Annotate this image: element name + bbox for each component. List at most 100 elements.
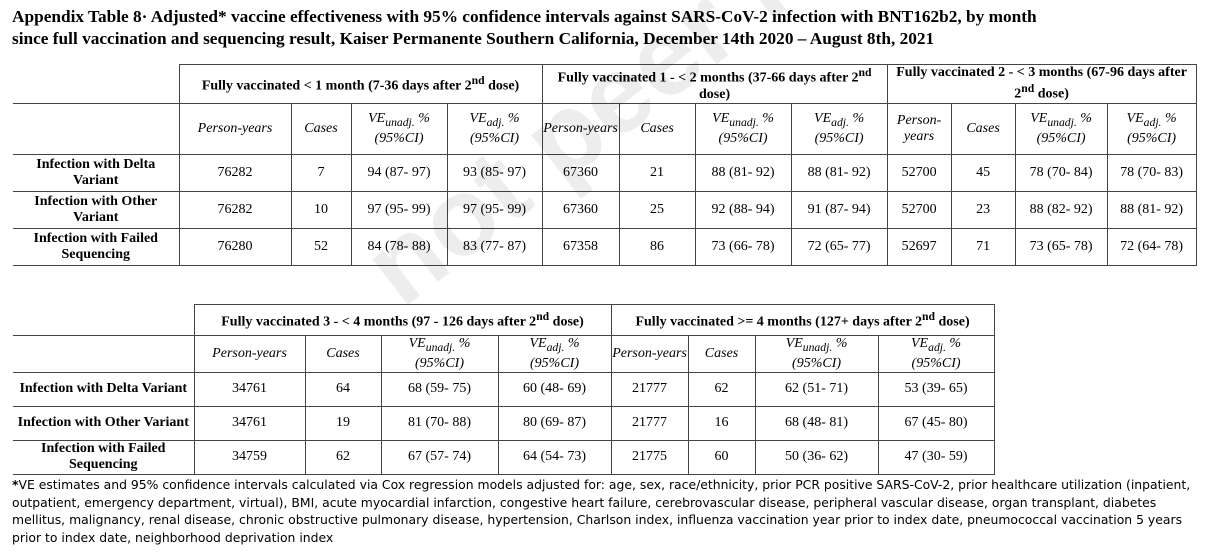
group-header-row: Fully vaccinated < 1 month (7-36 days af… — [13, 64, 1197, 104]
group-header: Fully vaccinated 2 - < 3 months (67-96 d… — [886, 64, 1197, 104]
table-cell: 72 (64- 78) — [1106, 227, 1197, 266]
group-header: Fully vaccinated < 1 month (7-36 days af… — [178, 64, 543, 104]
ve-label: VE — [712, 110, 730, 126]
table-cell: 67360 — [541, 153, 620, 192]
table-cell: 92 (88- 94) — [694, 190, 792, 229]
empty-corner-cell — [13, 304, 195, 336]
table-cell: 62 — [304, 439, 382, 475]
ve-label: VE — [529, 336, 547, 351]
table-cell: 62 (51- 71) — [754, 371, 879, 407]
group-header: Fully vaccinated >= 4 months (127+ days … — [610, 304, 995, 336]
cases-header: Cases — [304, 335, 382, 373]
ve-label: VE — [785, 336, 803, 351]
percent-label: % — [852, 110, 865, 126]
row-label: Infection with Other Variant — [13, 190, 180, 229]
table-cell: 60 (48- 69) — [497, 371, 612, 407]
table-cell: 71 — [950, 227, 1016, 266]
table-cell: 88 (81- 92) — [694, 153, 792, 192]
ci-label: (95%CI) — [1127, 130, 1177, 146]
table-cell: 88 (82- 92) — [1014, 190, 1108, 229]
ve-unadj-header: VEunadj. % (95%CI) — [350, 102, 448, 155]
table-cell: 67 (57- 74) — [380, 439, 499, 475]
table-cell: 97 (95- 99) — [446, 190, 543, 229]
table-cell: 52700 — [886, 190, 952, 229]
table-cell: 10 — [290, 190, 352, 229]
ve-label: VE — [408, 336, 426, 351]
percent-label: % — [1080, 110, 1092, 126]
person-years-header: Person-years — [541, 102, 620, 155]
table-row: Infection with Other Variant 34761 19 81 (7… — [13, 405, 995, 441]
cases-header: Cases — [687, 335, 756, 373]
cases-header: Cases — [950, 102, 1016, 155]
row-label: Infection with Delta Variant — [13, 153, 180, 192]
table-cell: 34761 — [193, 371, 306, 407]
ve-label: VE — [368, 110, 386, 126]
ve-unadj-subscript: unadj. — [802, 340, 833, 354]
row-label: Infection with Failed Sequencing — [13, 227, 180, 266]
table-cell: 21775 — [610, 439, 689, 475]
table-cell: 91 (87- 94) — [790, 190, 888, 229]
table-cell: 60 — [687, 439, 756, 475]
empty-label-header — [13, 335, 195, 373]
ci-label: (95%CI) — [530, 355, 580, 371]
table-cell: 94 (87- 97) — [350, 153, 448, 192]
table-cell: 67360 — [541, 190, 620, 229]
title-line-2: since full vaccination and sequencing re… — [12, 29, 935, 48]
person-years-header: Person-years — [610, 335, 689, 373]
footnote-text: VE estimates and 95% confidence interval… — [12, 477, 1191, 545]
table-cell: 21777 — [610, 371, 689, 407]
table-cell: 78 (70- 84) — [1014, 153, 1108, 192]
table-cell: 72 (65- 77) — [790, 227, 888, 266]
table-row: Infection with Other Variant 76282 10 97 (9… — [13, 190, 1197, 229]
percent-label: % — [762, 110, 774, 126]
table-cell: 45 — [950, 153, 1016, 192]
group-header: Fully vaccinated 1 - < 2 months (37-66 d… — [541, 64, 888, 104]
table-cell: 86 — [618, 227, 696, 266]
appendix-table-part-2: Fully vaccinated 3 - < 4 months (97 - 12… — [13, 304, 995, 475]
table-cell: 76282 — [178, 190, 292, 229]
table-cell: 93 (85- 97) — [446, 153, 543, 192]
ve-unadj-subscript: unadj. — [1047, 115, 1077, 129]
table-cell: 16 — [687, 405, 756, 441]
table-cell: 78 (70- 83) — [1106, 153, 1197, 192]
ve-label: VE — [1030, 110, 1048, 126]
person-years-header: Person-years — [886, 102, 952, 155]
ve-adj-header: VEadj. % (95%CI) — [790, 102, 888, 155]
ve-adj-header: VEadj. % (95%CI) — [497, 335, 612, 373]
person-years-header: Person-years — [178, 102, 292, 155]
column-header-row: Person-years Cases VEunadj. % (95%CI) VEadj.… — [13, 335, 995, 373]
table-cell: 68 (59- 75) — [380, 371, 499, 407]
person-years-header: Person-years — [193, 335, 306, 373]
percent-label: % — [835, 336, 848, 351]
table-cell: 73 (65- 78) — [1014, 227, 1108, 266]
table-cell: 83 (77- 87) — [446, 227, 543, 266]
table-cell: 68 (48- 81) — [754, 405, 879, 441]
percent-label: % — [507, 110, 520, 126]
table-cell: 73 (66- 78) — [694, 227, 792, 266]
table-cell: 23 — [950, 190, 1016, 229]
percent-label: % — [418, 110, 430, 126]
table-cell: 21 — [618, 153, 696, 192]
table-cell: 64 — [304, 371, 382, 407]
ci-label: (95%CI) — [792, 355, 842, 371]
ve-unadj-header: VEunadj. % (95%CI) — [380, 335, 499, 373]
ci-label: (95%CI) — [470, 130, 520, 146]
ci-label: (95%CI) — [814, 130, 864, 146]
cases-header: Cases — [290, 102, 352, 155]
table-cell: 62 — [687, 371, 756, 407]
table-cell: 7 — [290, 153, 352, 192]
title-line-1: Appendix Table 8· Adjusted* vaccine effe… — [12, 7, 1037, 26]
table-title: Appendix Table 8· Adjusted* vaccine effe… — [12, 6, 1204, 50]
table-cell: 25 — [618, 190, 696, 229]
ve-adj-header: VEadj. % (95%CI) — [877, 335, 995, 373]
appendix-table-part-1: Fully vaccinated < 1 month (7-36 days af… — [13, 64, 1197, 266]
cases-header: Cases — [618, 102, 696, 155]
table-cell: 34759 — [193, 439, 306, 475]
table-cell: 81 (70- 88) — [380, 405, 499, 441]
table-cell: 97 (95- 99) — [350, 190, 448, 229]
footnote-marker: * — [12, 477, 19, 492]
table-cell: 52697 — [886, 227, 952, 266]
ve-adj-subscript: adj. — [486, 115, 505, 129]
table-row: Infection with Failed Sequencing 76280 52 8… — [13, 227, 1197, 266]
table-cell: 88 (81- 92) — [790, 153, 888, 192]
